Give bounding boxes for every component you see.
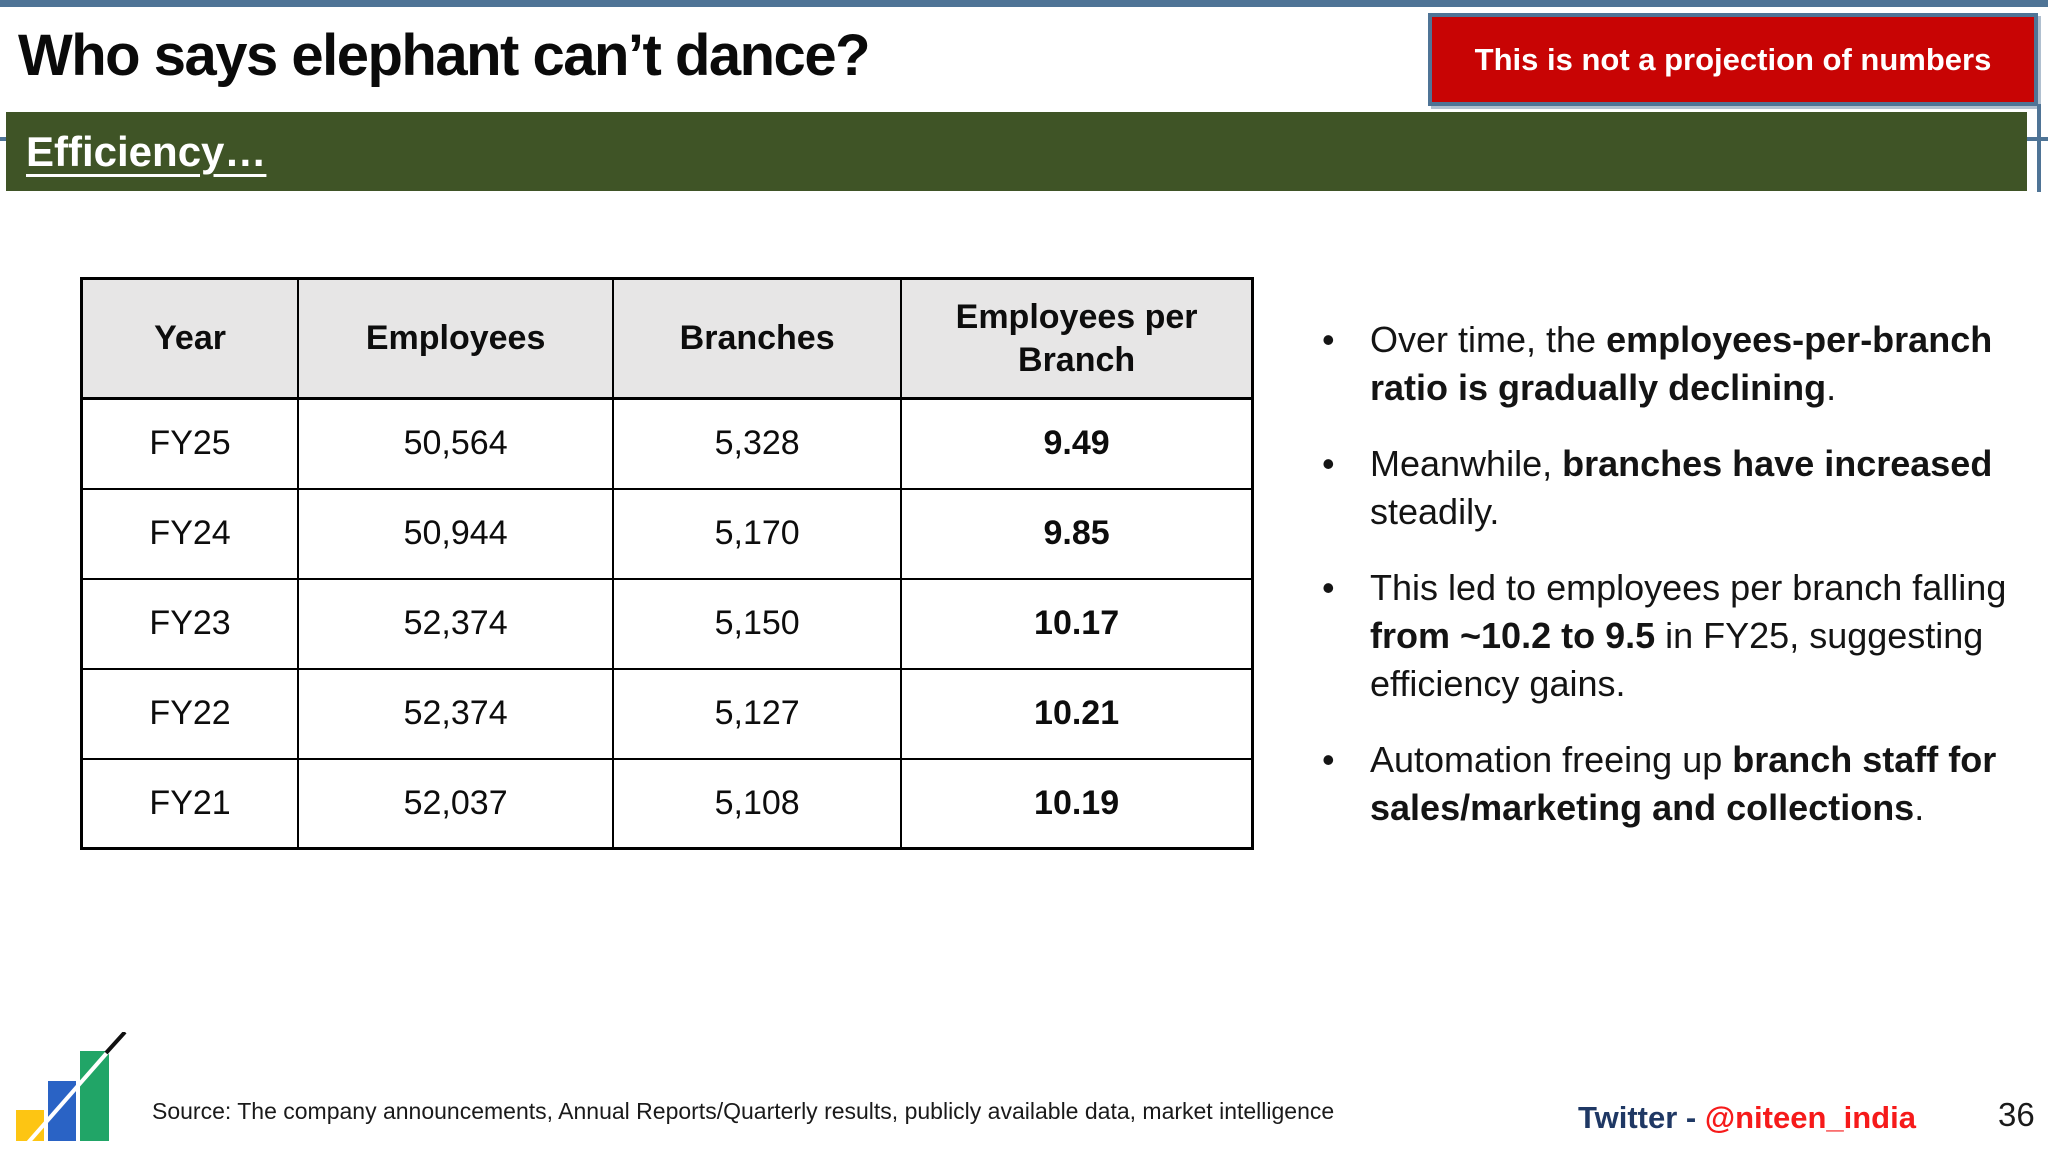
table-row: FY21 52,037 5,108 10.19 bbox=[80, 757, 1254, 850]
column-header: Employees bbox=[297, 277, 615, 400]
cell-year: FY21 bbox=[80, 757, 300, 850]
bullet-marker: • bbox=[1322, 566, 1335, 608]
twitter-credit: Twitter - @niteen_india bbox=[1578, 1100, 1916, 1136]
cell-ratio: 10.17 bbox=[900, 577, 1254, 670]
column-header: Year bbox=[80, 277, 300, 400]
bullet-text: Meanwhile, branches have increased stead… bbox=[1370, 442, 1993, 532]
cell-year: FY25 bbox=[80, 397, 300, 490]
twitter-label: Twitter - bbox=[1578, 1100, 1705, 1135]
cell-branches: 5,108 bbox=[612, 757, 903, 850]
bullet-item: • Meanwhile, branches have increased stea… bbox=[1322, 440, 2012, 536]
column-header: Branches bbox=[612, 277, 903, 400]
disclaimer-badge-text: This is not a projection of numbers bbox=[1474, 41, 1992, 77]
twitter-handle: @niteen_india bbox=[1704, 1100, 1916, 1135]
slide-title: Who says elephant can’t dance? bbox=[18, 23, 871, 88]
cell-branches: 5,127 bbox=[612, 667, 903, 760]
growth-bars-logo bbox=[16, 1032, 127, 1146]
table-header-row: Year Employees Branches Employees per Branc… bbox=[80, 277, 1254, 400]
cell-ratio: 10.21 bbox=[900, 667, 1254, 760]
cell-employees: 50,564 bbox=[297, 397, 615, 490]
cell-year: FY22 bbox=[80, 667, 300, 760]
section-banner: Efficiency… bbox=[6, 112, 2027, 191]
cell-employees: 50,944 bbox=[297, 487, 615, 580]
bullet-marker: • bbox=[1322, 442, 1335, 484]
bullet-list: • Over time, the employees-per-branch rat… bbox=[1322, 316, 2012, 860]
cell-ratio: 9.85 bbox=[900, 487, 1254, 580]
cell-branches: 5,170 bbox=[612, 487, 903, 580]
bullet-marker: • bbox=[1322, 738, 1335, 780]
table-row: FY25 50,564 5,328 9.49 bbox=[80, 397, 1254, 490]
frame-rule bbox=[2037, 104, 2041, 192]
cell-year: FY23 bbox=[80, 577, 300, 670]
bullet-text: Over time, the employees-per-branch rati… bbox=[1370, 319, 1993, 408]
cell-branches: 5,328 bbox=[612, 397, 903, 490]
cell-employees: 52,037 bbox=[297, 757, 615, 850]
bullet-item: • Automation freeing up branch staff for … bbox=[1322, 736, 2012, 832]
cell-year: FY24 bbox=[80, 487, 300, 580]
table-row: FY22 52,374 5,127 10.21 bbox=[80, 667, 1254, 760]
column-header: Employees per Branch bbox=[900, 277, 1254, 400]
efficiency-table: Year Employees Branches Employees per Branc… bbox=[80, 277, 1254, 850]
cell-ratio: 9.49 bbox=[900, 397, 1254, 490]
bullet-item: • Over time, the employees-per-branch rat… bbox=[1322, 316, 2012, 412]
table-row: FY23 52,374 5,150 10.17 bbox=[80, 577, 1254, 670]
bullet-text: This led to employees per branch falling… bbox=[1370, 566, 2007, 704]
logo-trend-line bbox=[24, 1045, 114, 1146]
table-body: FY25 50,564 5,328 9.49 FY24 50,944 5,170 9.85 FY… bbox=[80, 397, 1254, 850]
logo-yellow-bar bbox=[16, 1110, 44, 1141]
bullet-item: • This led to employees per branch fallin… bbox=[1322, 564, 2012, 708]
cell-branches: 5,150 bbox=[612, 577, 903, 670]
cell-employees: 52,374 bbox=[297, 577, 615, 670]
cell-employees: 52,374 bbox=[297, 667, 615, 760]
top-border-bar bbox=[0, 0, 2048, 7]
bullet-marker: • bbox=[1322, 319, 1335, 360]
source-note: Source: The company announcements, Annua… bbox=[152, 1098, 1335, 1124]
bullet-text: Automation freeing up branch staff for s… bbox=[1370, 738, 1997, 828]
table-row: FY24 50,944 5,170 9.85 bbox=[80, 487, 1254, 580]
page-number: 36 bbox=[1998, 1096, 2035, 1133]
section-banner-label: Efficiency… bbox=[26, 127, 267, 175]
logo-trend-tip bbox=[104, 1032, 127, 1055]
disclaimer-badge: This is not a projection of numbers bbox=[1428, 13, 2038, 106]
cell-ratio: 10.19 bbox=[900, 757, 1254, 850]
